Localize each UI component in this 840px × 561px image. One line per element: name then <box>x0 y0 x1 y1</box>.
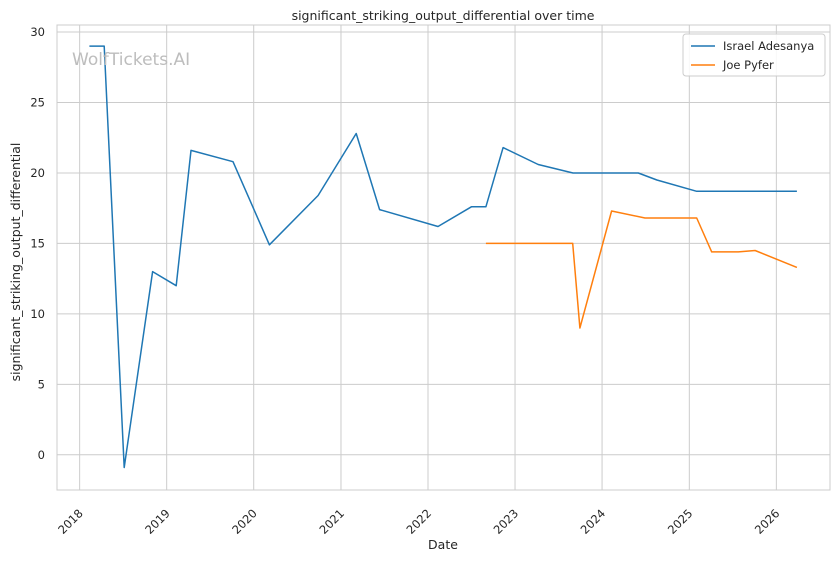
data-point-joe-pyfer <box>738 251 740 253</box>
legend-label-israel-adesanya: Israel Adesanya <box>723 39 814 53</box>
data-point-israel-adesanya <box>123 467 125 469</box>
data-point-israel-adesanya <box>485 206 487 208</box>
data-point-israel-adesanya <box>537 164 539 166</box>
data-point-israel-adesanya <box>656 179 658 181</box>
data-point-israel-adesanya <box>471 206 473 208</box>
y-tick-label: 10 <box>30 307 45 321</box>
legend-box <box>682 33 826 77</box>
data-point-israel-adesanya <box>355 133 357 135</box>
data-point-joe-pyfer <box>644 217 646 219</box>
data-point-israel-adesanya <box>232 161 234 163</box>
data-point-joe-pyfer <box>572 243 574 245</box>
data-point-israel-adesanya <box>379 209 381 211</box>
data-point-israel-adesanya <box>269 244 271 246</box>
x-axis-label: Date <box>428 537 458 552</box>
data-point-joe-pyfer <box>711 251 713 253</box>
y-tick-label: 20 <box>30 166 45 180</box>
data-point-israel-adesanya <box>696 190 698 192</box>
data-point-joe-pyfer <box>579 327 581 329</box>
data-point-joe-pyfer <box>696 217 698 219</box>
data-point-israel-adesanya <box>89 45 91 47</box>
data-point-joe-pyfer <box>796 267 798 269</box>
y-tick-label: 5 <box>38 377 45 391</box>
watermark: WolfTickets.AI <box>72 50 190 70</box>
series-line-israel-adesanya <box>89 45 797 469</box>
series-line-joe-pyfer <box>485 210 798 329</box>
grid-lines <box>57 25 830 490</box>
y-tick-label: 30 <box>30 25 45 39</box>
plot-area-frame <box>56 24 831 491</box>
legend-label-joe-pyfer: Joe Pyfer <box>722 58 774 72</box>
data-point-joe-pyfer <box>611 210 613 212</box>
y-tick-label: 15 <box>30 236 45 250</box>
y-axis-label: significant_striking_output_differential <box>8 143 23 382</box>
data-point-joe-pyfer <box>754 250 756 252</box>
data-point-israel-adesanya <box>103 45 105 47</box>
y-tick-label: 0 <box>38 448 45 462</box>
data-point-israel-adesanya <box>437 226 439 228</box>
series-lines <box>89 45 798 469</box>
data-point-israel-adesanya <box>502 147 504 149</box>
data-point-israel-adesanya <box>317 195 319 197</box>
data-point-israel-adesanya <box>190 150 192 152</box>
data-point-israel-adesanya <box>637 172 639 174</box>
chart-title: significant_striking_output_differential… <box>292 8 595 23</box>
data-point-israel-adesanya <box>152 271 154 273</box>
legend: Israel Adesanya Joe Pyfer <box>682 33 826 77</box>
y-tick-label: 25 <box>30 96 45 110</box>
data-point-israel-adesanya <box>572 172 574 174</box>
data-point-israel-adesanya <box>175 285 177 287</box>
data-point-israel-adesanya <box>796 190 798 192</box>
data-point-joe-pyfer <box>485 243 487 245</box>
